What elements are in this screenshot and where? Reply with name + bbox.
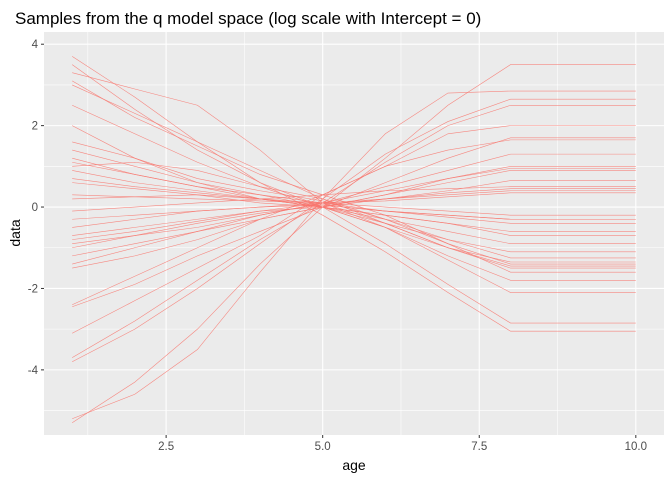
y-tick-label: -2 [28,283,38,295]
gridlines [44,32,664,435]
series-line-11 [72,182,636,232]
series-line-26 [72,186,636,212]
x-tick-label: 5.0 [315,441,331,453]
series-line-5 [72,56,636,332]
y-tick-label: -4 [28,365,39,377]
series-line-8 [72,125,636,253]
series-line-18 [72,139,636,306]
series-line-27 [72,194,636,216]
series-line-9 [72,141,636,259]
series-line-34 [72,204,636,220]
y-tick-label: 2 [32,121,38,133]
series-line-29 [72,170,636,257]
series-line-33 [72,194,636,267]
series-line-25 [72,153,636,249]
series-line-14 [72,90,636,419]
series-line-1 [72,64,636,324]
y-tick-label: 4 [32,39,39,51]
axis-ticks: 2.5 5.0 7.5 10.0 -4 -2 0 2 4 [28,39,647,453]
y-axis-title: data [7,219,23,246]
series-line-28 [72,161,636,265]
x-tick-label: 2.5 [158,441,174,453]
x-tick-label: 10.0 [625,441,647,453]
series-line-16 [72,104,636,358]
series-line-15 [72,98,636,362]
chart-title: Samples from the q model space (log scal… [15,9,481,28]
series-line-24 [72,180,636,236]
series-lines [72,56,636,424]
x-axis-title: age [342,457,366,473]
x-tick-label: 7.5 [471,441,487,453]
series-line-32 [72,149,636,244]
y-tick-label: 0 [32,202,38,214]
series-line-31 [72,192,636,228]
series-line-21 [72,166,636,265]
